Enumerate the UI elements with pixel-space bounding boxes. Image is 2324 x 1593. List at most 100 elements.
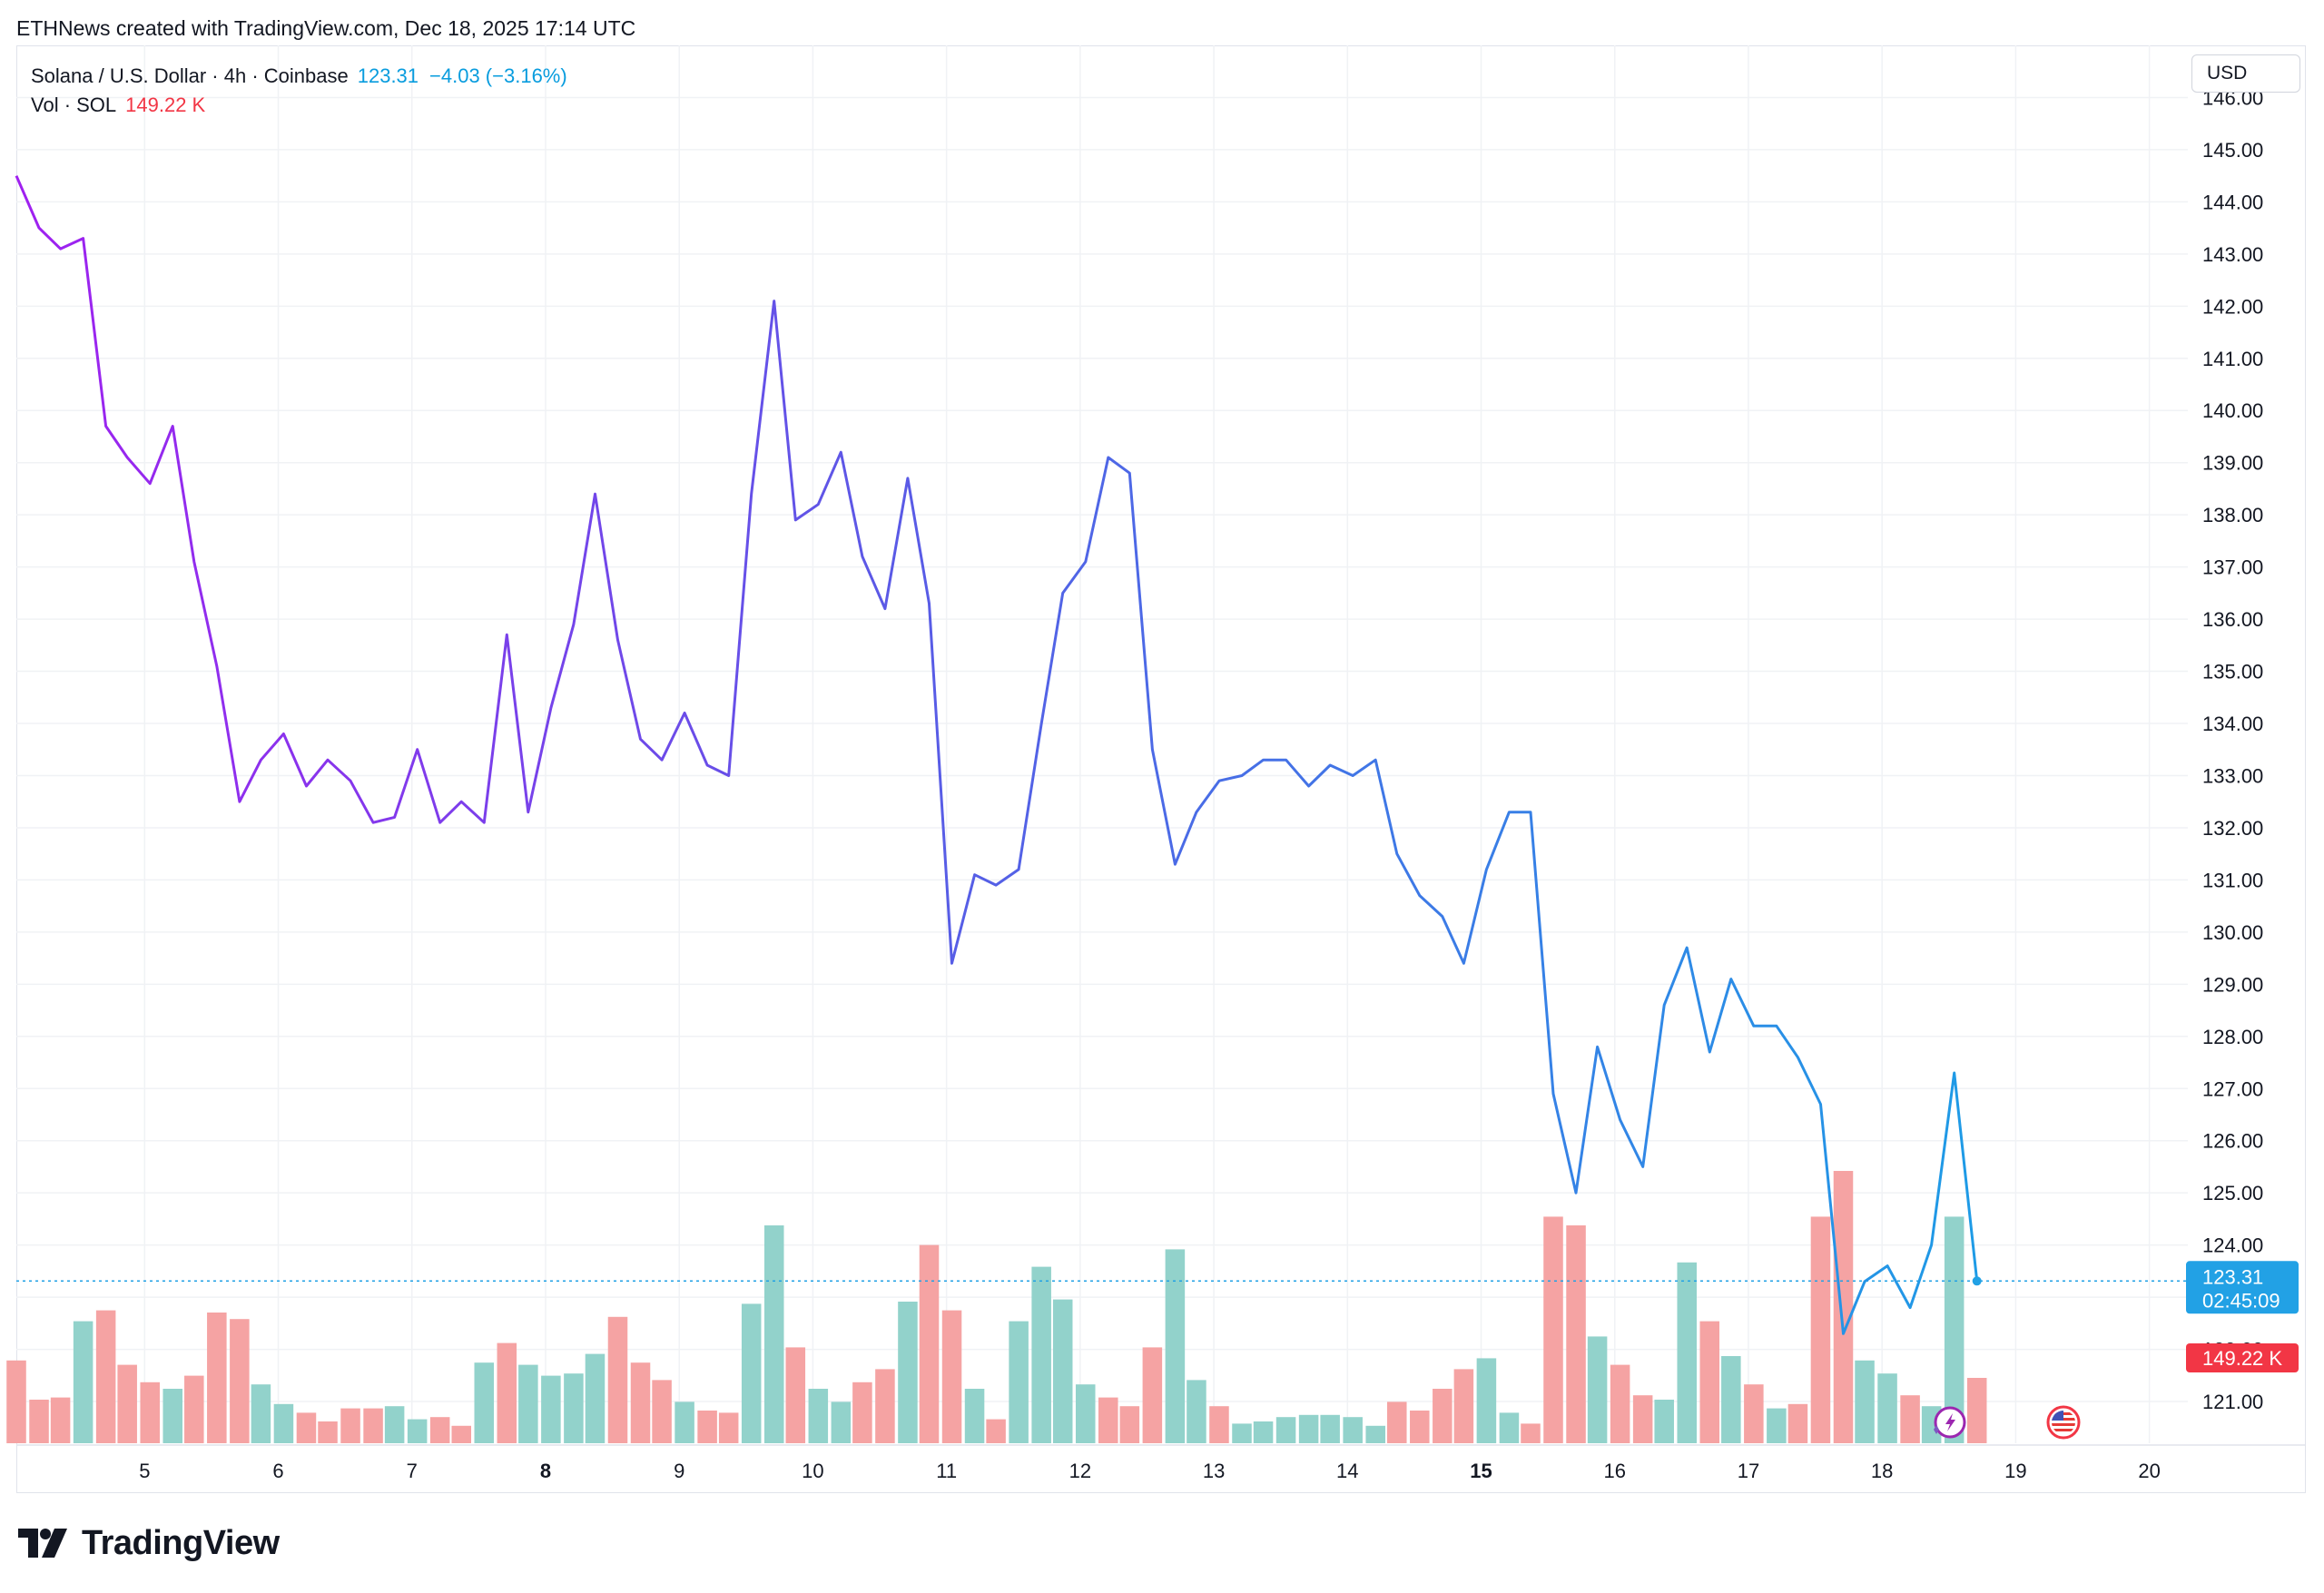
volume-bar [50, 1397, 71, 1443]
y-tick-label: 131.00 [2202, 869, 2263, 891]
y-tick-label: 145.00 [2202, 139, 2263, 162]
y-tick-label: 144.00 [2202, 191, 2263, 213]
volume-bar [6, 1360, 26, 1443]
volume-bar [1632, 1395, 1653, 1443]
volume-bar [497, 1342, 517, 1443]
volume-bar [1343, 1417, 1363, 1443]
volume-bar [251, 1384, 271, 1443]
volume-bar [1098, 1397, 1118, 1443]
volume-bar [1744, 1384, 1764, 1443]
volume-bar [207, 1313, 227, 1443]
tradingview-logo-icon [18, 1529, 67, 1558]
x-tick-label: 5 [139, 1460, 150, 1482]
volume-bar [1365, 1425, 1385, 1443]
volume-bar [852, 1382, 872, 1443]
sparkle-lightning-icon[interactable] [1934, 1406, 1966, 1439]
volume-bar [1787, 1403, 1808, 1443]
y-tick-label: 137.00 [2202, 556, 2263, 579]
y-tick-label: 132.00 [2202, 817, 2263, 840]
x-tick-label: 12 [1069, 1460, 1091, 1482]
us-flag-icon[interactable] [2046, 1405, 2081, 1440]
volume-bar [474, 1362, 495, 1443]
volume-legend-row[interactable]: Vol · SOL 149.22 K [31, 91, 567, 120]
y-tick-label: 124.00 [2202, 1234, 2263, 1257]
y-tick-label: 129.00 [2202, 973, 2263, 996]
volume-bar [451, 1425, 472, 1443]
currency-button[interactable]: USD [2191, 54, 2300, 93]
volume-bar [318, 1421, 338, 1443]
volume-bar [117, 1364, 137, 1443]
price-badge-countdown: 02:45:09 [2202, 1289, 2280, 1312]
last-price: 123.31 [357, 64, 419, 87]
brand-name: TradingView [82, 1523, 280, 1562]
chart-legend[interactable]: Solana / U.S. Dollar · 4h · Coinbase 123.… [31, 62, 567, 120]
y-tick-label: 139.00 [2202, 452, 2263, 475]
grid-lines [16, 45, 2188, 1443]
tradingview-brand[interactable]: TradingView [18, 1521, 280, 1565]
y-tick-label: 126.00 [2202, 1130, 2263, 1153]
volume-bar [1677, 1262, 1697, 1443]
volume-bar [1433, 1389, 1452, 1443]
volume-bar [964, 1389, 985, 1443]
y-tick-label: 138.00 [2202, 504, 2263, 526]
volume-bar [1298, 1414, 1319, 1443]
volume-bar [518, 1364, 538, 1443]
volume-bar [652, 1380, 672, 1443]
volume-bar [1165, 1249, 1186, 1443]
volume-bar [273, 1403, 294, 1443]
x-tick-label: 15 [1470, 1460, 1492, 1482]
volume-bar [1833, 1171, 1854, 1443]
chart-credit: ETHNews created with TradingView.com, De… [16, 16, 636, 40]
volume-bar [29, 1400, 49, 1443]
volume-bar [1119, 1406, 1140, 1443]
volume-bar [1209, 1406, 1229, 1443]
volume-bar [407, 1419, 428, 1443]
volume-bar [630, 1362, 651, 1443]
time-axis[interactable]: 5 6 7 8 9 10 11 12 13 14 15 16 17 18 19 20 [16, 1444, 2306, 1482]
x-tick-label: 13 [1203, 1460, 1225, 1482]
y-tick-label: 125.00 [2202, 1182, 2263, 1205]
volume-bar [1654, 1400, 1674, 1443]
price-badge-value: 123.31 [2202, 1265, 2263, 1288]
volume-bar [1187, 1380, 1206, 1443]
volume-bar [1075, 1384, 1096, 1443]
volume-bar [831, 1401, 852, 1443]
volume-bar [808, 1389, 829, 1443]
volume-bar [1499, 1412, 1520, 1443]
volume-bar [541, 1375, 561, 1443]
volume-bar [1767, 1408, 1787, 1443]
y-tick-label: 127.00 [2202, 1077, 2263, 1100]
x-tick-label: 17 [1738, 1460, 1759, 1482]
volume-bar [73, 1321, 94, 1443]
volume-bar [1009, 1321, 1029, 1443]
volume-bar [1387, 1401, 1407, 1443]
volume-bar [95, 1310, 116, 1443]
y-tick-label: 128.00 [2202, 1026, 2263, 1048]
volume-bar [384, 1406, 405, 1443]
volume-bar [741, 1303, 762, 1443]
volume-bars [6, 1171, 1987, 1443]
price-axis[interactable]: 121.00122.00123.00124.00125.00126.00127.… [2202, 86, 2263, 1413]
volume-bar [1810, 1216, 1831, 1443]
symbol-legend-row[interactable]: Solana / U.S. Dollar · 4h · Coinbase 123.… [31, 62, 567, 91]
x-tick-label: 7 [407, 1460, 418, 1482]
price-badge: 123.31 02:45:09 [2186, 1261, 2299, 1314]
chart-frame [16, 45, 2306, 1493]
volume-bar [1142, 1347, 1163, 1443]
volume-value: 149.22 K [125, 93, 206, 116]
volume-bar [1877, 1373, 1897, 1443]
price-line [15, 175, 1979, 1335]
volume-bar [763, 1225, 784, 1443]
x-tick-label: 8 [540, 1460, 551, 1482]
volume-bar [785, 1347, 806, 1443]
volume-bar [986, 1419, 1006, 1443]
volume-bar [1566, 1225, 1586, 1443]
x-tick-label: 19 [2004, 1460, 2026, 1482]
volume-bar [564, 1373, 584, 1443]
volume-bar [1699, 1321, 1720, 1443]
volume-bar [718, 1412, 739, 1443]
volume-bar [1410, 1411, 1430, 1443]
volume-bar [1900, 1395, 1920, 1443]
volume-bar [340, 1408, 360, 1443]
